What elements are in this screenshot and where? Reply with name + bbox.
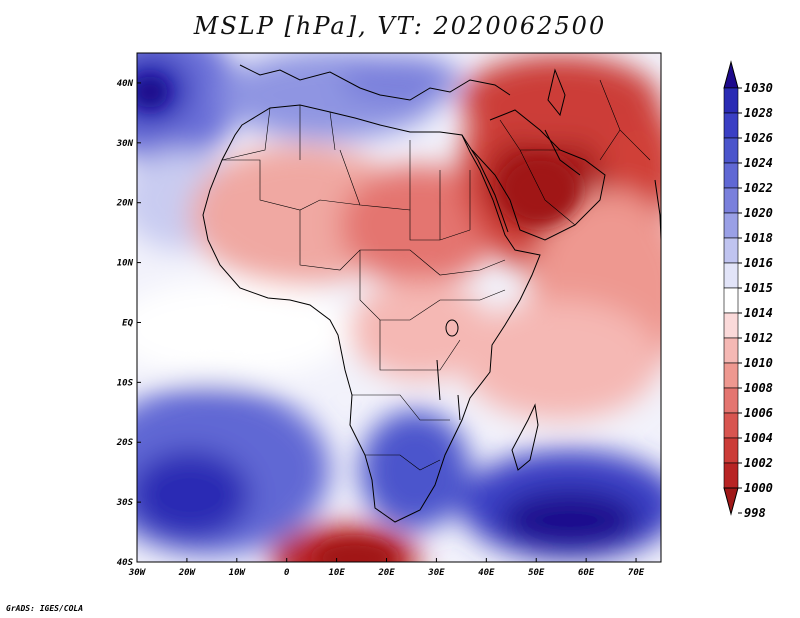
colorbar-level-label: 998	[744, 506, 766, 520]
x-tick-label: 0	[284, 568, 290, 578]
country-borders	[221, 79, 651, 471]
colorbar-swatch	[723, 362, 739, 389]
colorbar-level-label: 1002	[744, 456, 773, 470]
x-tick-label: 50E	[528, 568, 545, 578]
lake-tanganyika	[436, 359, 441, 401]
x-tick-label: 20E	[377, 568, 395, 578]
y-tick-label: 40N	[117, 79, 134, 89]
colorbar-level-label: 1000	[744, 481, 773, 495]
colorbar-level-label: 1006	[744, 406, 773, 420]
y-axis-ticks: 40N 30N 20N 10N EQ 10S 20S 30S 40S	[116, 79, 141, 568]
coastline-layer	[202, 64, 661, 523]
africa-coastline	[202, 104, 541, 523]
footer-credit: GrADS: IGES/COLA	[6, 604, 84, 613]
lake-malawi	[457, 394, 461, 421]
colorbar-swatch	[723, 237, 739, 264]
colorbar-level-label: 1016	[744, 256, 773, 270]
chart-title: MSLP [hPa], VT: 2020062500	[193, 12, 607, 40]
colorbar-level-label: 1028	[744, 106, 773, 120]
colorbar-swatch	[723, 162, 739, 189]
colorbar-swatch	[723, 187, 739, 214]
colorbar-swatch	[723, 412, 739, 439]
x-tick-label: 70E	[628, 568, 645, 578]
x-tick-label: 30E	[427, 568, 445, 578]
gulf-coast	[544, 129, 581, 176]
colorbar-swatch	[723, 137, 739, 164]
y-tick-label: 30S	[116, 498, 134, 508]
y-tick-label: 30N	[116, 139, 134, 149]
colorbar: 1030 1028 1026 1024 1022 1020 1018 1016 1015 1014…	[723, 60, 773, 520]
europe-coast	[239, 64, 511, 101]
colorbar-swatch	[723, 337, 739, 364]
colorbar-swatch	[723, 262, 739, 289]
x-tick-label: 10W	[229, 568, 247, 578]
colorbar-swatch	[723, 462, 739, 489]
x-tick-label: 30W	[128, 568, 147, 578]
caspian-coast	[547, 68, 566, 117]
colorbar-level-label: 1004	[744, 431, 773, 445]
colorbar-level-label: 1020	[744, 206, 773, 220]
colorbar-swatch	[723, 287, 739, 314]
lake-victoria	[445, 319, 459, 337]
colorbar-level-label: 1008	[744, 381, 773, 395]
colorbar-swatch	[723, 312, 739, 339]
colorbar-level-label: 1014	[744, 306, 773, 320]
colorbar-level-label: 1010	[744, 356, 773, 370]
colorbar-swatch	[723, 112, 739, 139]
y-tick-label: EQ	[122, 318, 133, 328]
colorbar-level-label: 1026	[744, 131, 773, 145]
colorbar-swatch	[723, 87, 739, 114]
red-sea-coast	[461, 134, 509, 233]
y-tick-label: 10N	[117, 259, 134, 269]
colorbar-level-label: 1015	[744, 281, 773, 295]
colorbar-top-arrow	[723, 60, 739, 89]
colorbar-swatch	[723, 212, 739, 239]
colorbar-level-label: 1022	[744, 181, 773, 195]
colorbar-level-label: 1030	[744, 81, 773, 95]
y-tick-label: 20N	[116, 199, 134, 209]
colorbar-level-label: 1018	[744, 231, 773, 245]
x-tick-label: 60E	[578, 568, 595, 578]
pressure-field	[137, 53, 661, 562]
y-tick-label: 10S	[117, 378, 134, 388]
colorbar-level-label: 1024	[744, 156, 773, 170]
colorbar-bottom-arrow	[723, 487, 739, 516]
x-tick-label: 10E	[328, 568, 345, 578]
madagascar-coast	[511, 403, 539, 471]
plot-frame	[136, 52, 662, 563]
colorbar-swatch	[723, 387, 739, 414]
y-tick-label: 40S	[117, 558, 134, 568]
colorbar-swatch	[723, 437, 739, 464]
x-axis-ticks: 30W 20W 10W 0 10E 20E 30E 40E 50E 60E 70E	[128, 558, 645, 578]
y-tick-label: 20S	[116, 438, 134, 448]
x-tick-label: 40E	[478, 568, 495, 578]
x-tick-label: 20W	[178, 568, 197, 578]
colorbar-level-label: 1012	[744, 331, 773, 345]
arabia-coast	[471, 109, 606, 241]
